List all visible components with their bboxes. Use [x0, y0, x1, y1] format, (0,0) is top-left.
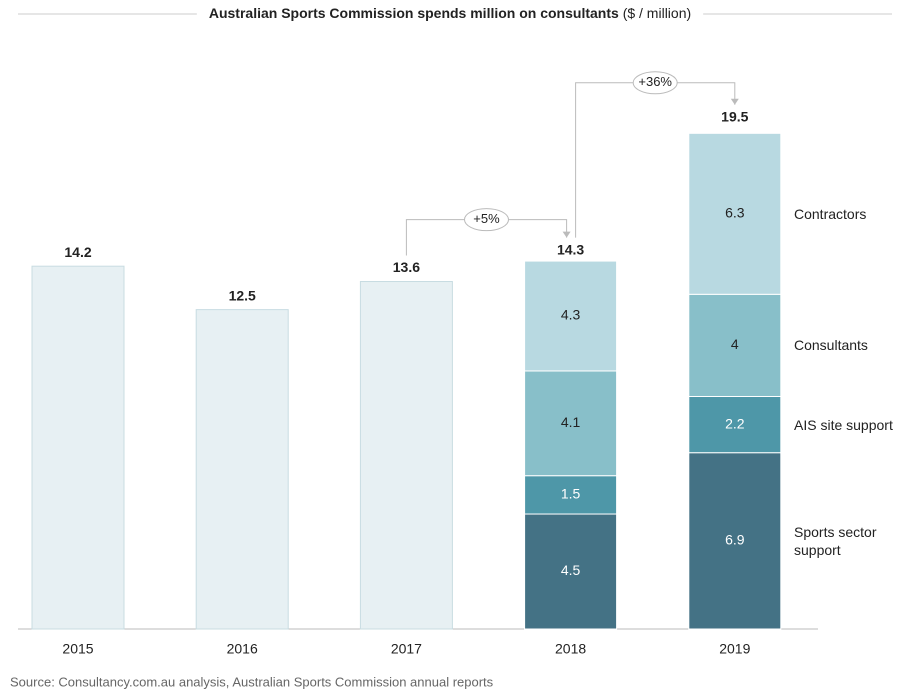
- legend-label: Sports sector support: [794, 523, 877, 558]
- legend-label: AIS site support: [794, 416, 893, 433]
- x-tick-label: 2018: [555, 641, 586, 657]
- arrow-head: [730, 98, 739, 105]
- source: Source: Consultancy.com.au analysis, Aus…: [10, 674, 494, 689]
- chart-title: Australian Sports Commission spends mill…: [209, 5, 691, 21]
- bar: [31, 265, 125, 630]
- title-unit: ($ / million): [623, 5, 691, 21]
- legend-label: Contractors: [794, 205, 867, 222]
- x-tick-label: 2019: [719, 641, 750, 657]
- bar: [195, 309, 289, 630]
- bar-segment: [688, 132, 782, 295]
- total-label: 19.5: [721, 108, 748, 124]
- legend-label: Consultants: [794, 337, 868, 354]
- segment-label: 4.1: [561, 414, 581, 430]
- annotation-text: +36%: [638, 74, 672, 89]
- arrow-head: [562, 231, 571, 238]
- segment-label: 1.5: [561, 486, 581, 502]
- total-label: 12.5: [229, 287, 256, 303]
- x-tick-label: 2015: [62, 641, 93, 657]
- annotation-text: +5%: [473, 211, 500, 226]
- total-label: 14.2: [64, 244, 91, 260]
- bar: [359, 281, 453, 630]
- annotation-bubble: [632, 71, 678, 95]
- annotation-bubble: [464, 208, 509, 232]
- segment-label: 4.3: [561, 307, 581, 323]
- total-label: 13.6: [393, 259, 420, 275]
- bar-segment: [524, 513, 618, 630]
- segment-label: 2.2: [725, 415, 745, 431]
- segment-label: 4: [731, 336, 739, 352]
- title-text: Australian Sports Commission spends mill…: [209, 5, 619, 21]
- bar-segment: [524, 260, 618, 372]
- segment-label: 4.5: [561, 562, 581, 578]
- segment-label: 6.3: [725, 205, 745, 221]
- bar-segment: [688, 293, 782, 397]
- segment-label: 6.9: [725, 532, 745, 548]
- bar-segment: [688, 452, 782, 630]
- bar-segment: [688, 395, 782, 454]
- total-label: 14.3: [557, 241, 584, 257]
- x-tick-label: 2016: [227, 641, 258, 657]
- x-tick-label: 2017: [391, 641, 422, 657]
- bar-segment: [524, 370, 618, 477]
